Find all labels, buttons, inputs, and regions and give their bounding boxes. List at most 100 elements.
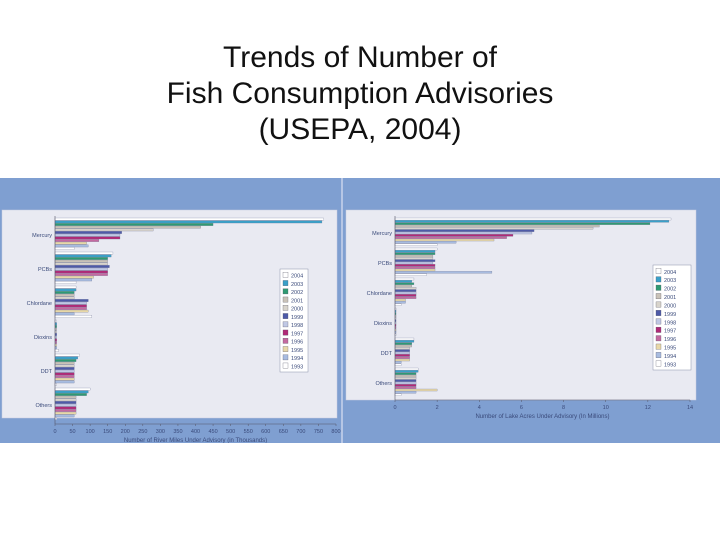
- chart1-legend-label: 1999: [291, 315, 303, 321]
- chart2-bar: [394, 356, 410, 359]
- figure-panel: Mercury PCBs Chlordane Dioxins DDT Others 0 50 1…: [0, 178, 720, 443]
- chart2-bar: [394, 234, 514, 237]
- chart2-bar: [394, 284, 412, 288]
- chart2-bar: [394, 349, 410, 352]
- chart1-bar: [54, 409, 77, 412]
- chart1-bar: [54, 301, 87, 305]
- chart1-x-tick-label: 800: [331, 429, 340, 435]
- chart2-bar: [394, 367, 419, 371]
- chart1-bar: [54, 288, 77, 292]
- chart2-bar: [394, 268, 436, 272]
- chart1-bar: [54, 380, 75, 384]
- chart2-x-tick-label: 2: [436, 405, 439, 411]
- chart2-x-tick-label: 12: [645, 405, 651, 411]
- chart1-bar: [54, 349, 59, 352]
- chart2-legend-swatch: [655, 276, 662, 283]
- chart1-legend-label: 1993: [291, 364, 303, 370]
- chart1-bar: [54, 291, 75, 294]
- chart1-legend-swatch: [282, 288, 289, 295]
- chart2-bar: [394, 372, 417, 375]
- chart2-x-tick-label: 8: [562, 405, 565, 411]
- chart2-bar: [394, 294, 417, 297]
- chart2-bar: [394, 301, 406, 304]
- chart1-bar: [54, 233, 121, 237]
- chart1-x-tick-label: 150: [103, 429, 112, 435]
- chart1-bar: [54, 359, 77, 362]
- chart1-bar: [54, 236, 121, 240]
- chart2-legend-label: 1995: [664, 346, 676, 352]
- chart1-bar: [54, 401, 77, 404]
- chart2-bar: [394, 384, 417, 387]
- chart2-bar: [394, 220, 670, 223]
- chart1-bar: [54, 228, 154, 232]
- chart2-x-tick-label: 14: [687, 405, 693, 411]
- chart2-x-axis-label: Number of Lake Acres Under Advisory (In …: [475, 414, 609, 420]
- chart2-bar: [394, 273, 427, 276]
- chart2-bar: [394, 370, 419, 373]
- chart2-legend-label: 2000: [664, 303, 676, 309]
- chart1-x-tick-label: 0: [53, 429, 56, 435]
- chart1-legend-label: 1996: [291, 340, 303, 346]
- chart2-legend-swatch: [655, 268, 662, 274]
- chart2-bar: [394, 374, 417, 378]
- chart2-bar: [394, 303, 402, 306]
- chart1-bar: [54, 411, 77, 415]
- chart1-bar: [54, 270, 108, 274]
- chart2-bar: [394, 224, 600, 228]
- chart1-x-tick-label: 600: [261, 429, 270, 435]
- chart1-bar: [54, 406, 77, 410]
- chart2-category-label: Mercury: [372, 231, 392, 237]
- chart1-bar: [54, 309, 89, 313]
- slide-title: Trends of Number of Fish Consumption Adv…: [0, 40, 720, 148]
- chart1-bar: [54, 217, 324, 221]
- chart1-legend-label: 2000: [291, 307, 303, 313]
- chart2-category-label: Dioxins: [374, 321, 392, 327]
- chart1-bar: [54, 231, 122, 234]
- chart2-legend-swatch: [655, 335, 662, 342]
- chart2-bar: [394, 241, 457, 244]
- chart2-legend-label: 2001: [664, 295, 676, 301]
- chart2-bar: [394, 342, 412, 345]
- chart1-bar: [54, 356, 78, 360]
- chart1-legend-swatch: [282, 296, 289, 303]
- chart1-legend-swatch: [282, 321, 289, 328]
- chart2-legend-label: 1993: [664, 362, 676, 368]
- chart2-bar: [394, 259, 436, 262]
- chart1-x-tick-label: 650: [279, 429, 288, 435]
- chart1-x-tick-label: 550: [244, 429, 253, 435]
- chart2-bar: [394, 254, 434, 258]
- chart1-x-tick-label: 250: [138, 429, 147, 435]
- chart2-category-label: PCBs: [378, 261, 392, 267]
- chart2-bar: [394, 238, 495, 242]
- chart1-legend-label: 1995: [291, 348, 303, 354]
- chart1-bar: [54, 393, 87, 396]
- chart1-bar: [54, 254, 112, 258]
- chart2-bar: [394, 287, 417, 290]
- chart2-bar: [394, 340, 415, 343]
- chart2-bar: [394, 247, 438, 251]
- chart2-bar: [394, 280, 412, 283]
- chart1-category-label: DDT: [41, 369, 53, 375]
- chart1-bar: [54, 307, 87, 310]
- chart1-bar: [54, 375, 75, 378]
- chart2-legend-swatch: [655, 318, 662, 325]
- chart1-category-label: Chlordane: [27, 301, 52, 307]
- chart2-bar: [394, 266, 436, 269]
- chart1-x-tick-label: 400: [191, 429, 200, 435]
- chart2-bar: [394, 229, 535, 232]
- chart2-bar: [394, 257, 434, 260]
- chart2-legend-label: 1996: [664, 337, 676, 343]
- chart1-x-tick-label: 450: [208, 429, 217, 435]
- chart2-x-tick-label: 0: [393, 405, 396, 411]
- chart2-legend-swatch: [655, 360, 662, 367]
- chart1-legend-label: 1997: [291, 331, 303, 337]
- chart2-bar: [394, 386, 417, 389]
- chart1-bar: [54, 377, 75, 381]
- chart2-bar: [394, 289, 417, 292]
- chart1-legend-swatch: [282, 338, 289, 344]
- chart1-x-axis-label: Number of River Miles Under Advisory (in…: [124, 438, 267, 443]
- chart1-bar: [54, 281, 77, 284]
- chart2-bar: [394, 261, 434, 265]
- chart1-x-tick-label: 300: [156, 429, 165, 435]
- chart1-x-tick-label: 50: [70, 429, 76, 435]
